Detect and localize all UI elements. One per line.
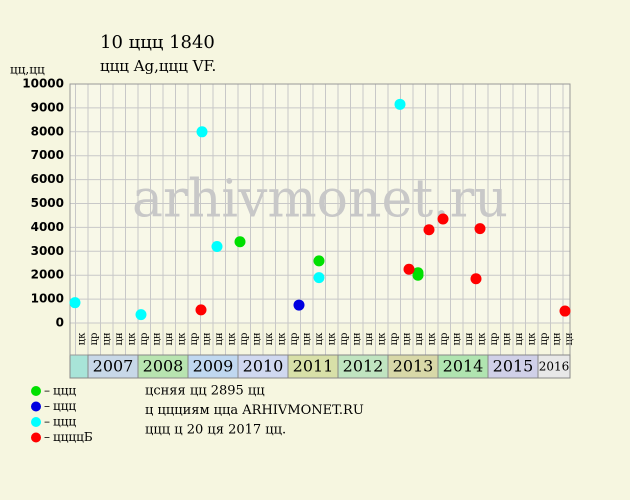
column-label: цк bbox=[276, 332, 287, 345]
chart-title: 10 ццц 1840 bbox=[100, 32, 215, 53]
column-label: цн bbox=[164, 332, 175, 345]
x-tick-label: 2011 bbox=[293, 357, 334, 376]
note: ц ццциям цца ARHIVMONET.RU bbox=[145, 403, 364, 418]
column-label: цн bbox=[464, 332, 475, 345]
y-tick-label: 3000 bbox=[31, 244, 64, 258]
x-tick-label: 2010 bbox=[243, 357, 284, 376]
legend-label: ццц bbox=[53, 384, 76, 398]
point bbox=[412, 269, 424, 281]
column-label: цк bbox=[76, 332, 87, 345]
y-axis-label: цц,цц bbox=[10, 63, 45, 77]
column-label: цк bbox=[264, 332, 275, 345]
column-label: цн bbox=[151, 332, 162, 345]
legend-label: ццц bbox=[53, 415, 76, 429]
column-label: цк bbox=[526, 332, 537, 345]
x-tick-label: 2012 bbox=[343, 357, 384, 376]
x-tick-label: 2014 bbox=[443, 357, 484, 376]
column-label: цн bbox=[214, 332, 225, 345]
column-label: цн bbox=[564, 332, 575, 345]
column-label: цн bbox=[401, 332, 412, 345]
column-label: цн bbox=[301, 332, 312, 345]
legend-dash: – bbox=[44, 384, 50, 398]
y-tick-label: 6000 bbox=[31, 172, 64, 186]
point bbox=[474, 223, 486, 235]
column-label: цк bbox=[126, 332, 137, 345]
column-label: цр bbox=[189, 333, 200, 346]
y-tick-label: 9000 bbox=[31, 100, 64, 114]
column-label: цн bbox=[514, 332, 525, 345]
point bbox=[403, 263, 415, 275]
legend-marker bbox=[31, 432, 41, 443]
legend-marker bbox=[31, 401, 41, 412]
column-label: цр bbox=[89, 333, 100, 346]
legend-dash: – bbox=[44, 430, 50, 444]
x-tick-label: 2009 bbox=[193, 357, 234, 376]
point bbox=[211, 241, 223, 253]
column-label: цн bbox=[251, 332, 262, 345]
column-label: цр bbox=[289, 333, 300, 346]
point bbox=[135, 309, 147, 321]
column-label: цн bbox=[114, 332, 125, 345]
column-label: цк bbox=[226, 332, 237, 345]
column-label: цн bbox=[364, 332, 375, 345]
legend-label: ццццБ bbox=[53, 430, 93, 444]
column-label: цк bbox=[176, 332, 187, 345]
y-tick-label: 0 bbox=[56, 316, 64, 330]
note: цcняя цц 2895 цц bbox=[145, 384, 265, 399]
column-label: цн bbox=[201, 332, 212, 345]
column-label: цк bbox=[476, 332, 487, 345]
x-tick-label: 2008 bbox=[143, 357, 184, 376]
point bbox=[423, 224, 435, 236]
column-label: цн bbox=[101, 332, 112, 345]
point bbox=[313, 272, 325, 284]
column-label: цр bbox=[139, 333, 150, 346]
chart-subtitle: ццц Ag,ццц VF. bbox=[100, 57, 216, 75]
point bbox=[195, 304, 207, 316]
column-label: цк bbox=[314, 332, 325, 345]
legend-marker bbox=[31, 386, 41, 396]
y-tick-label: 4000 bbox=[31, 220, 64, 234]
y-tick-label: 7000 bbox=[31, 148, 64, 162]
y-tick-label: 1000 bbox=[31, 292, 64, 306]
x-tick-label: 2007 bbox=[93, 357, 134, 376]
year-band bbox=[537, 354, 571, 379]
column-label: цр bbox=[489, 333, 500, 346]
column-label: цр bbox=[239, 333, 250, 346]
column-label: цн bbox=[551, 332, 562, 345]
column-label: цн bbox=[414, 332, 425, 345]
column-label: цр bbox=[339, 333, 350, 346]
column-label: цр bbox=[439, 333, 450, 346]
column-label: цр bbox=[389, 333, 400, 346]
point bbox=[196, 126, 208, 138]
y-tick-label: 10000 bbox=[22, 77, 64, 91]
point bbox=[437, 213, 449, 225]
legend-dash: – bbox=[44, 415, 50, 429]
note: ццц ц 20 ця 2017 цц. bbox=[145, 423, 286, 438]
point bbox=[394, 98, 406, 110]
year-band bbox=[69, 354, 89, 379]
column-label: цк bbox=[326, 332, 337, 345]
y-tick-label: 5000 bbox=[31, 196, 64, 210]
point bbox=[559, 305, 571, 317]
point bbox=[234, 236, 246, 248]
x-tick-label: 2013 bbox=[393, 357, 434, 376]
column-label: цк bbox=[376, 332, 387, 345]
column-label: цк bbox=[426, 332, 437, 345]
y-tick-label: 2000 bbox=[31, 268, 64, 282]
legend-marker bbox=[31, 417, 41, 427]
point bbox=[313, 255, 325, 267]
column-label: цн bbox=[451, 332, 462, 345]
legend-label: ццц bbox=[53, 399, 76, 413]
column-label: цн bbox=[501, 332, 512, 345]
x-tick-label: 2016 bbox=[539, 360, 570, 374]
legend-dash: – bbox=[44, 399, 50, 413]
point bbox=[470, 273, 482, 285]
y-tick-label: 8000 bbox=[31, 124, 64, 138]
point bbox=[69, 297, 81, 309]
x-tick-label: 2015 bbox=[493, 357, 534, 376]
column-label: цр bbox=[539, 333, 550, 346]
column-label: цн bbox=[351, 332, 362, 345]
point bbox=[293, 299, 305, 311]
